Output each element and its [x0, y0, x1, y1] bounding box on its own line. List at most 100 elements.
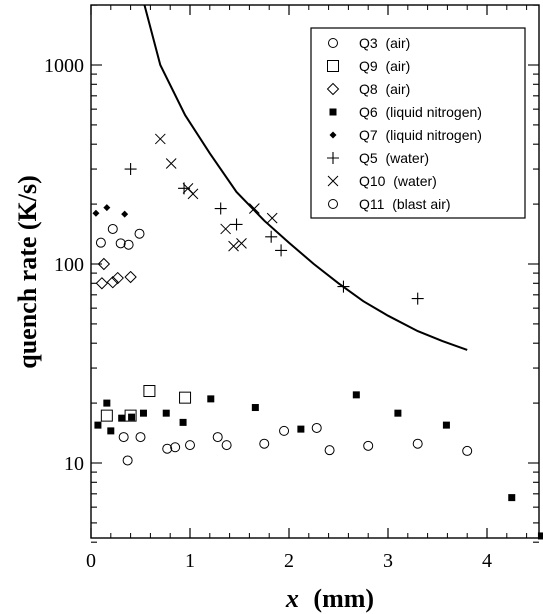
data-point	[394, 409, 402, 417]
data-point	[324, 445, 335, 456]
y-tick-labels: 10 100 1000	[44, 55, 84, 475]
data-point	[230, 218, 243, 231]
data-point	[122, 455, 133, 466]
model-curve	[143, 4, 468, 351]
data-point	[118, 432, 129, 443]
data-point	[228, 240, 239, 252]
data-point	[508, 494, 516, 502]
series-4	[92, 204, 129, 218]
data-point	[143, 385, 156, 398]
data-point	[100, 409, 113, 422]
data-point	[442, 421, 450, 429]
series-0	[118, 422, 473, 456]
x-tick-label: 4	[482, 550, 492, 572]
data-point	[212, 432, 223, 443]
legend-label: Q10 (water)	[359, 173, 437, 189]
data-point	[179, 391, 192, 404]
data-point	[92, 209, 100, 217]
legend-marker	[329, 131, 337, 139]
data-point	[124, 163, 137, 176]
data-point	[106, 276, 119, 289]
series-2	[95, 257, 137, 290]
x-axis-unit: (mm)	[313, 584, 374, 613]
legend-marker	[327, 175, 339, 187]
x-tick-label: 0	[86, 550, 96, 572]
data-point	[97, 257, 111, 271]
data-point	[134, 228, 145, 239]
legend-marker	[327, 60, 339, 72]
legend-box	[310, 27, 526, 219]
data-point	[103, 204, 111, 212]
legend-marker	[327, 152, 339, 164]
series-3	[94, 391, 543, 540]
x-axis-title: x (mm)	[285, 584, 374, 613]
data-point	[236, 237, 247, 249]
y-tick-label: 100	[54, 254, 84, 276]
data-point	[411, 292, 424, 305]
data-point	[537, 532, 543, 540]
data-point	[207, 395, 215, 403]
data-point	[412, 438, 423, 449]
data-point	[94, 421, 102, 429]
legend-label: Q6 (liquid nitrogen)	[359, 104, 482, 120]
data-point	[162, 409, 170, 417]
legend-label: Q7 (liquid nitrogen)	[359, 127, 482, 143]
data-point	[279, 425, 290, 436]
data-point	[221, 440, 232, 451]
x-tick-label: 2	[284, 550, 294, 572]
x-axis-var: x	[285, 584, 299, 613]
legend-label: Q11 (blast air)	[359, 196, 451, 212]
series-5	[124, 163, 424, 305]
plot-frame	[90, 4, 540, 539]
series-6	[154, 133, 278, 252]
data-point	[95, 277, 109, 290]
x-tick-labels: 0 1 2 3 4	[86, 550, 492, 572]
data-point	[154, 133, 166, 145]
data-point	[118, 414, 126, 422]
data-point	[248, 203, 260, 214]
data-point	[259, 438, 270, 449]
y-tick-label: 1000	[44, 55, 84, 77]
x-tick-label: 1	[185, 550, 195, 572]
legend-label: Q9 (air)	[359, 58, 410, 74]
series-7	[95, 223, 423, 466]
legend: Q3 (air) Q9 (air) Q8 (air) Q6 (liquid nitro…	[310, 27, 526, 219]
data-point	[297, 425, 305, 433]
x-tick-label: 3	[383, 550, 393, 572]
data-point	[363, 440, 374, 451]
data-point	[165, 158, 177, 169]
legend-marker	[328, 38, 338, 48]
data-point	[162, 443, 173, 454]
data-point	[107, 223, 118, 234]
data-point	[337, 280, 350, 293]
y-tick-label: 10	[64, 453, 84, 475]
y-axis-title: quench rate (K/s)	[13, 175, 42, 369]
legend-marker	[326, 82, 340, 96]
data-point	[107, 427, 115, 435]
data-point	[139, 409, 147, 417]
data-point	[179, 418, 187, 426]
legend-marker	[329, 108, 337, 116]
data-point	[128, 413, 136, 421]
data-point	[135, 432, 146, 443]
data-point	[103, 399, 111, 407]
legend-label: Q8 (air)	[359, 81, 410, 97]
data-point	[266, 212, 278, 224]
axis-ticks	[90, 4, 539, 543]
data-point	[170, 442, 181, 453]
data-point	[352, 391, 360, 399]
data-point	[187, 188, 199, 200]
legend-marker	[328, 199, 338, 209]
data-point	[185, 440, 195, 451]
data-point	[111, 271, 124, 285]
data-point	[265, 230, 278, 243]
data-point	[115, 238, 126, 249]
legend-label: Q5 (water)	[359, 150, 429, 166]
data-point	[251, 404, 259, 412]
data-point	[214, 202, 227, 215]
data-points	[92, 133, 543, 540]
data-point	[462, 445, 473, 456]
legend-label: Q3 (air)	[359, 35, 410, 51]
data-point	[220, 223, 231, 235]
